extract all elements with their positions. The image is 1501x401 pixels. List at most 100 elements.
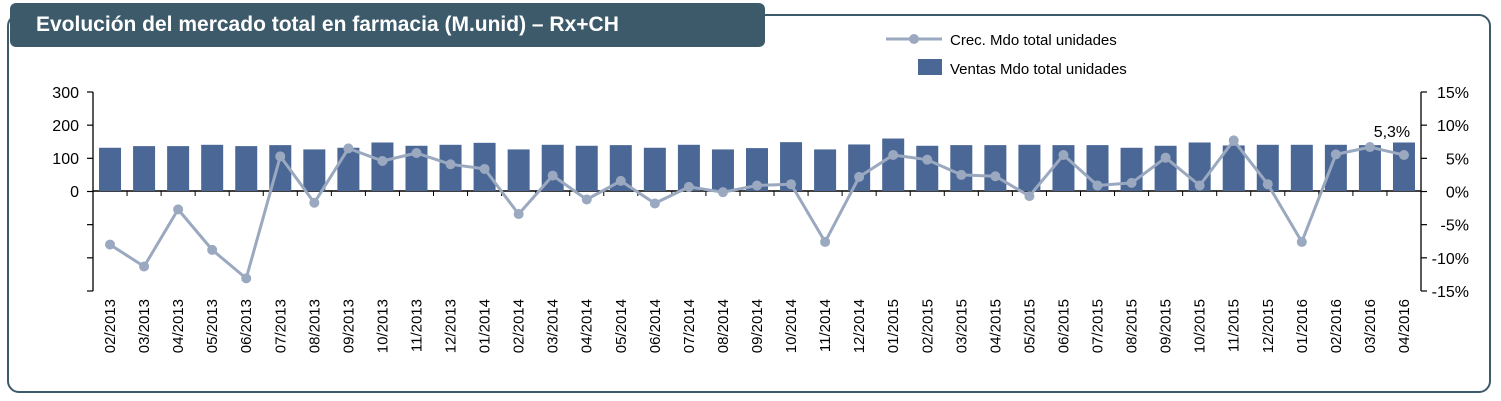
line-point [683,181,694,192]
legend-marker-swatch [909,34,919,44]
bar [405,145,428,191]
bar [507,149,530,191]
line-point [1330,149,1341,160]
right-tick-label: 15% [1437,85,1469,102]
bar [303,149,326,191]
x-tick-label: 06/2015 [1055,299,1072,353]
x-tick-label: 03/2014 [545,299,562,353]
bar [984,145,1007,191]
line-point [717,187,728,198]
line-point [820,236,831,247]
line-point [309,197,320,208]
bar [916,145,939,191]
line-point [411,148,422,159]
line-point [1092,180,1103,191]
right-tick-label: 10% [1437,118,1469,135]
x-tick-label: 08/2014 [715,299,732,353]
x-tick-label: 02/2015 [919,299,936,353]
x-tick-label: 10/2015 [1192,299,1209,353]
x-tick-label: 11/2014 [817,299,834,352]
x-tick-label: 03/2013 [136,299,153,353]
x-tick-label: 09/2013 [340,299,357,353]
line-point [1024,191,1035,202]
line-point [888,150,899,161]
line-point [479,163,490,174]
line-point [207,244,218,255]
x-tick-label: 07/2013 [272,299,289,353]
bar [235,146,258,191]
line-point [105,239,116,250]
left-tick-label: 300 [52,85,79,102]
x-tick-label: 06/2014 [647,299,664,353]
line-point [615,175,626,186]
legend-bar-swatch [918,59,942,75]
bar [1324,144,1347,191]
x-tick-label: 01/2016 [1294,299,1311,353]
x-tick-label: 09/2014 [749,299,766,353]
x-tick-label: 12/2013 [443,299,460,353]
line-point [139,261,150,272]
x-tick-label: 12/2015 [1260,299,1277,353]
bar [99,147,122,191]
legend-label-growth: Crec. Mdo total unidades [950,32,1117,49]
chart-axes [87,91,1427,292]
line-point [1058,150,1069,161]
right-tick-label: -5% [1441,218,1469,235]
bar [780,142,803,191]
line-point [343,143,354,154]
left-tick-label: 0 [70,184,79,201]
line-point [752,180,762,191]
tick-labels: 300 200 100 0 15% 10% 5% 0% -5% -10% -15% 02/2013 03… [52,85,1469,353]
right-tick-label: -15% [1432,284,1469,301]
line-point [1398,150,1409,161]
left-tick-label: 200 [52,118,79,135]
x-tick-label: 10/2014 [783,299,800,353]
line-series [105,135,1409,284]
line-point [173,204,184,215]
x-tick-label: 09/2015 [1158,299,1175,353]
bar [814,149,837,191]
x-tick-label: 03/2016 [1362,299,1379,353]
bar [1018,144,1041,191]
line-point [1296,236,1307,247]
x-tick-label: 06/2013 [238,299,255,353]
x-tick-label: 02/2014 [511,299,528,353]
x-tick-label: 04/2013 [170,299,187,353]
x-tick-label: 07/2014 [681,299,698,353]
bar [1052,145,1075,191]
bar [882,138,905,191]
line-point [786,179,797,190]
x-tick-label: 05/2014 [613,299,630,353]
line-point [241,273,252,284]
legend-label-sales: Ventas Mdo total unidades [950,61,1127,78]
x-tick-label: 10/2013 [374,299,391,353]
line-point [854,171,865,182]
bar [201,144,224,191]
line-point [275,151,286,162]
x-tick-label: 07/2015 [1090,299,1107,353]
annotation-label: 5,3% [1374,124,1410,141]
line-point [1160,152,1171,163]
chart-title: Evolución del mercado total en farmacia … [10,3,765,47]
bar [167,146,190,191]
x-tick-label: 01/2015 [885,299,902,353]
bar [575,145,598,191]
bar [746,148,768,191]
x-tick-label: 08/2013 [306,299,323,353]
bar [848,144,871,191]
legend: Crec. Mdo total unidades Ventas Mdo tota… [886,32,1127,78]
bar [1392,142,1415,191]
bar [1290,144,1313,191]
line-point [513,209,524,220]
x-tick-label: 05/2013 [204,299,221,353]
line-point [1194,180,1205,191]
bar [609,145,632,191]
line-point [1262,179,1273,190]
x-tick-label: 02/2016 [1328,299,1345,353]
line-point [445,159,456,170]
right-tick-label: -10% [1432,251,1469,268]
line-point [922,154,933,165]
x-tick-label: 12/2014 [851,299,868,353]
line-point [1228,135,1239,146]
